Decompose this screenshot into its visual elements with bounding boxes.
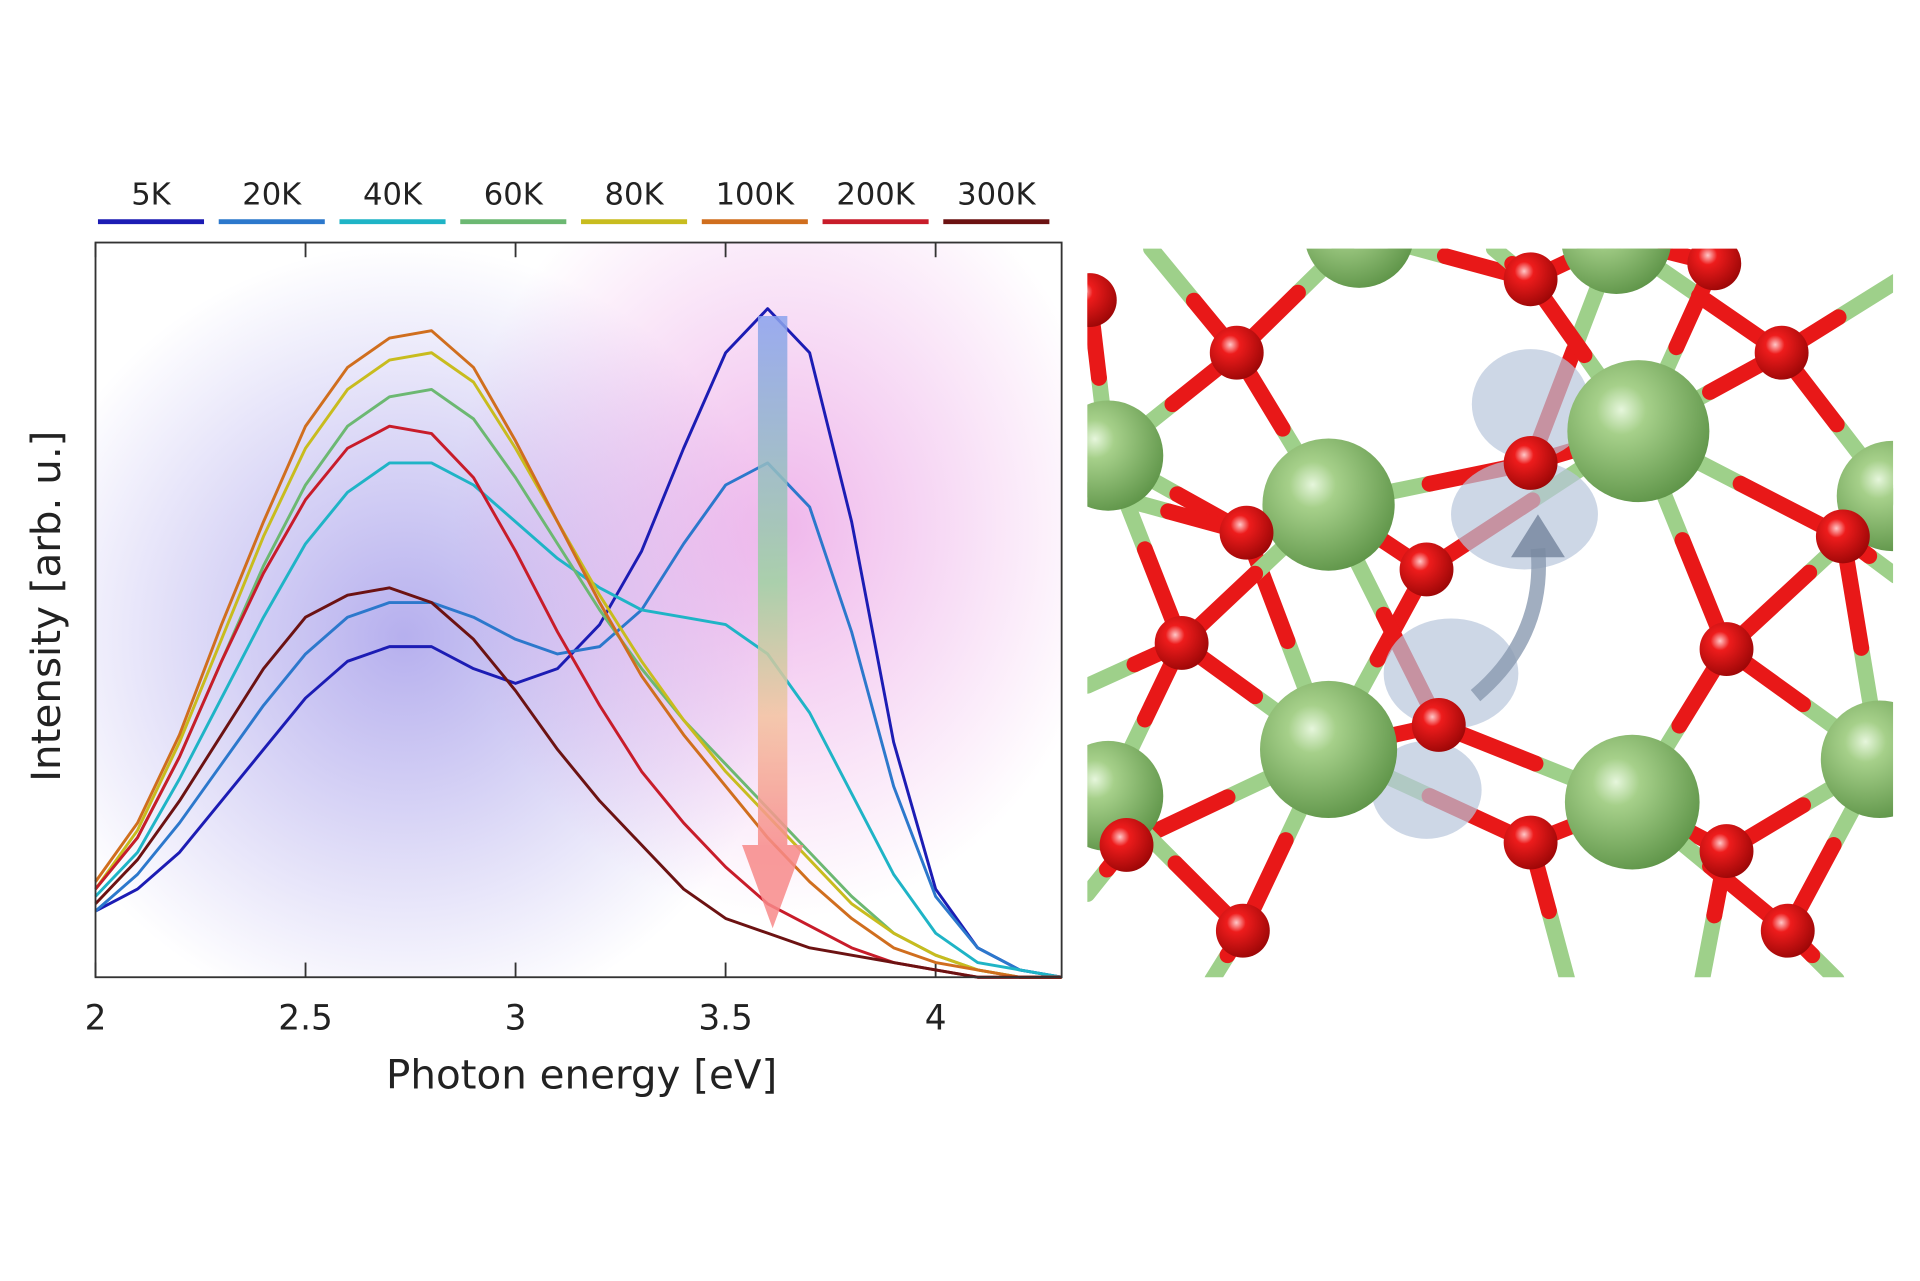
trend-arrow <box>742 316 804 929</box>
x-axis-label: Photon energy [eV] <box>386 1051 777 1099</box>
y-axis-label: Intensity [arb. u.] <box>22 431 70 782</box>
oxygen <box>1411 698 1466 752</box>
bond <box>1694 907 1723 978</box>
series-line <box>94 461 1062 979</box>
x-tick-label: 2 <box>85 999 107 1039</box>
cation <box>1262 438 1395 571</box>
legend-label: 300K <box>957 178 1036 213</box>
orbital-lobe <box>1471 349 1590 460</box>
cation <box>1562 248 1671 294</box>
orbital-lobe <box>1371 740 1482 839</box>
plot-frame <box>94 241 1063 979</box>
crystal-structure <box>1087 248 1894 978</box>
orbital-lobe <box>1383 618 1519 729</box>
oxygen <box>1760 903 1815 958</box>
oxygen <box>1754 325 1809 380</box>
oxygen <box>1687 248 1742 291</box>
orbital-lobe <box>1451 459 1598 570</box>
cation <box>1087 400 1164 511</box>
legend-label: 5K <box>131 178 171 213</box>
cation <box>1260 680 1398 819</box>
cation <box>1087 740 1164 852</box>
x-tick-label: 4 <box>925 999 947 1039</box>
hop-arrowhead <box>1511 514 1565 558</box>
series-line <box>94 461 1062 979</box>
cation <box>1306 248 1412 288</box>
oxygen <box>1087 273 1117 328</box>
legend: 5K 20K 40K 60K 80K 100K 200K 300K <box>97 178 1050 225</box>
bond <box>1087 656 1143 694</box>
plot-area <box>94 242 1062 979</box>
bond <box>1143 248 1202 309</box>
legend-label: 100K <box>716 178 795 213</box>
cation <box>1567 360 1710 503</box>
background-glow <box>95 242 1062 978</box>
oxygen <box>1815 509 1870 564</box>
x-tick-label: 3.5 <box>698 999 753 1039</box>
oxygen <box>1099 818 1154 872</box>
oxygen <box>1503 815 1558 870</box>
bond <box>1830 274 1894 326</box>
oxygen <box>1503 252 1558 307</box>
x-tick-label: 3 <box>505 999 527 1039</box>
cation <box>1564 734 1700 870</box>
series-line <box>94 329 1062 979</box>
oxygen <box>1699 622 1754 677</box>
bond <box>1387 248 1453 264</box>
hop-arrow <box>1470 548 1546 702</box>
cation <box>1820 700 1894 819</box>
oxygen <box>1209 325 1264 380</box>
legend-label: 80K <box>605 178 665 213</box>
oxygen <box>1699 824 1754 879</box>
series-line <box>94 586 1062 979</box>
legend-label: 20K <box>242 178 302 213</box>
series-line <box>94 307 1062 979</box>
legend-label: 40K <box>363 178 423 213</box>
oxygen <box>1399 542 1454 597</box>
x-tick-label: 2.5 <box>278 999 333 1039</box>
legend-label: 60K <box>484 178 544 213</box>
legend-label: 200K <box>836 178 915 213</box>
oxygen <box>1154 616 1209 670</box>
oxygen <box>1503 436 1558 490</box>
series-line <box>94 351 1062 979</box>
oxygen <box>1215 903 1270 958</box>
bond <box>1541 903 1575 978</box>
oxygen <box>1219 505 1274 560</box>
